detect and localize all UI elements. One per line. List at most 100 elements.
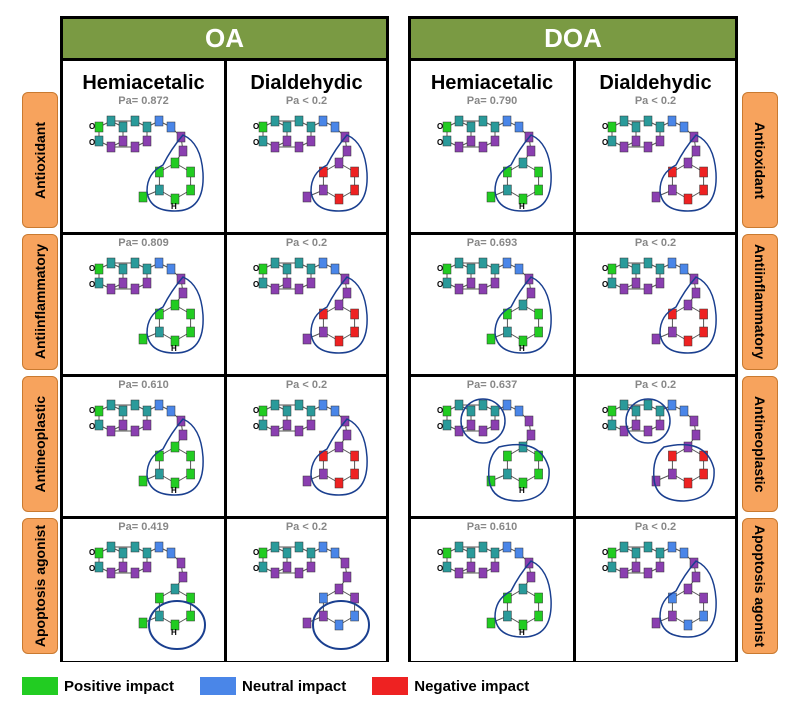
- svg-text:O: O: [602, 138, 608, 147]
- svg-text:O: O: [437, 406, 443, 415]
- svg-text:H: H: [171, 344, 177, 353]
- pa-value: Pa < 0.2: [285, 95, 328, 107]
- cell-doa-dial-antioxidant: Pa < 0.2 O O: [576, 93, 735, 235]
- pa-value: Pa < 0.2: [634, 379, 677, 391]
- svg-text:O: O: [253, 564, 259, 573]
- svg-text:O: O: [253, 264, 259, 273]
- legend-positive-swatch: [22, 677, 58, 695]
- svg-text:O: O: [437, 122, 443, 131]
- pa-value: Pa < 0.2: [634, 521, 677, 533]
- cell-doa-hemi-antiinflammatory: Pa= 0.693 O O H: [411, 235, 576, 377]
- svg-text:O: O: [253, 122, 259, 131]
- pa-value: Pa= 0.872: [118, 95, 169, 107]
- pa-value: Pa= 0.809: [118, 237, 169, 249]
- svg-text:H: H: [519, 628, 525, 637]
- svg-text:O: O: [253, 422, 259, 431]
- svg-text:O: O: [602, 122, 608, 131]
- svg-text:O: O: [602, 280, 608, 289]
- legend-neutral: Neutral impact: [200, 677, 346, 695]
- pa-value: Pa= 0.790: [466, 95, 518, 107]
- svg-text:O: O: [89, 138, 95, 147]
- molecule-diagram: OO H: [437, 115, 552, 212]
- svg-text:O: O: [437, 280, 443, 289]
- pa-value: Pa= 0.610: [466, 521, 518, 533]
- row-tab-right-antineoplastic: Antineoplastic: [742, 376, 778, 512]
- pa-value: Pa < 0.2: [634, 237, 677, 249]
- pa-value: Pa < 0.2: [634, 95, 677, 107]
- svg-text:O: O: [437, 564, 443, 573]
- svg-text:O: O: [253, 280, 259, 289]
- svg-text:O: O: [602, 564, 608, 573]
- svg-text:O: O: [89, 264, 95, 273]
- cell-doa-dial-antiinflammatory: Pa < 0.2 O O: [576, 235, 735, 377]
- row-tab-left-antioxidant: Antioxidant: [22, 92, 58, 228]
- cell-oa-hemi-antioxidant: Pa= 0.872 O O H: [63, 93, 227, 235]
- pa-value: Pa < 0.2: [285, 237, 328, 249]
- svg-text:O: O: [89, 406, 95, 415]
- molecule-diagram: OO: [253, 399, 368, 496]
- molecule-diagram: OO H: [437, 398, 550, 502]
- svg-text:O: O: [253, 406, 259, 415]
- svg-text:H: H: [519, 344, 525, 353]
- legend-positive: Positive impact: [22, 677, 174, 695]
- pa-value: Pa < 0.2: [285, 379, 328, 391]
- cell-oa-dial-antineoplastic: Pa < 0.2 O O: [227, 377, 386, 519]
- svg-text:O: O: [89, 422, 95, 431]
- svg-text:O: O: [602, 422, 608, 431]
- pa-value: Pa= 0.637: [466, 379, 518, 391]
- svg-text:O: O: [89, 548, 95, 557]
- molecule-diagram: OO H: [89, 541, 206, 650]
- svg-text:O: O: [602, 264, 608, 273]
- doa-title: DOA: [544, 23, 602, 53]
- molecule-diagram: OO: [253, 115, 368, 212]
- molecule-diagram: OO: [602, 115, 717, 212]
- molecule-diagram: OO: [602, 257, 717, 354]
- row-tab-left-antineoplastic: Antineoplastic: [22, 376, 58, 512]
- pa-value: Pa= 0.693: [466, 237, 518, 249]
- svg-text:O: O: [253, 138, 259, 147]
- cell-oa-hemi-apoptosis: Pa= 0.419 O O H: [63, 519, 227, 661]
- svg-text:O: O: [602, 406, 608, 415]
- oa-header: OA: [63, 19, 386, 61]
- cell-oa-dial-antioxidant: Pa < 0.2 O O: [227, 93, 386, 235]
- svg-text:H: H: [519, 486, 525, 495]
- svg-text:O: O: [253, 548, 259, 557]
- molecule-diagram: OO H: [437, 541, 552, 638]
- svg-text:O: O: [437, 548, 443, 557]
- molecule-diagram: OO H: [89, 257, 204, 354]
- svg-text:O: O: [602, 548, 608, 557]
- pa-value: Pa= 0.610: [118, 379, 169, 391]
- cell-doa-hemi-apoptosis: Pa= 0.610 O O H: [411, 519, 576, 661]
- row-tab-left-apoptosis: Apoptosis agonist: [22, 518, 58, 654]
- molecule-diagram: OO: [253, 541, 370, 650]
- cell-doa-dial-antineoplastic: Pa < 0.2 O O: [576, 377, 735, 519]
- cell-doa-hemi-antineoplastic: Pa= 0.637 O O H: [411, 377, 576, 519]
- svg-text:O: O: [437, 422, 443, 431]
- pa-value: Pa= 0.419: [118, 521, 169, 533]
- molecule-diagram: OO H: [437, 257, 552, 354]
- cell-oa-dial-antiinflammatory: Pa < 0.2 O O: [227, 235, 386, 377]
- molecule-diagram: OO: [253, 257, 368, 354]
- svg-text:H: H: [519, 202, 525, 211]
- cell-oa-hemi-antiinflammatory: Pa= 0.809 O O H: [63, 235, 227, 377]
- cell-oa-dial-apoptosis: Pa < 0.2 O O: [227, 519, 386, 661]
- svg-text:O: O: [89, 564, 95, 573]
- svg-text:O: O: [437, 264, 443, 273]
- pa-value: Pa < 0.2: [285, 521, 328, 533]
- legend-negative: Negative impact: [372, 677, 529, 695]
- legend-neutral-swatch: [200, 677, 237, 695]
- cell-oa-hemi-antineoplastic: Pa= 0.610 O O H: [63, 377, 227, 519]
- svg-text:O: O: [89, 122, 95, 131]
- svg-text:H: H: [171, 628, 177, 637]
- svg-text:O: O: [437, 138, 443, 147]
- legend-negative-swatch: [372, 677, 409, 695]
- doa-header: DOA: [411, 19, 735, 61]
- row-tab-left-antiinflammatory: Antiinflammatory: [22, 234, 58, 370]
- row-tab-right-apoptosis: Apoptosis agonist: [742, 518, 778, 654]
- svg-text:H: H: [171, 486, 177, 495]
- molecule-diagram: OO: [602, 398, 715, 502]
- svg-text:H: H: [171, 202, 177, 211]
- oa-title: OA: [205, 23, 244, 53]
- cell-doa-dial-apoptosis: Pa < 0.2 O O: [576, 519, 735, 661]
- row-tab-right-antioxidant: Antioxidant: [742, 92, 778, 228]
